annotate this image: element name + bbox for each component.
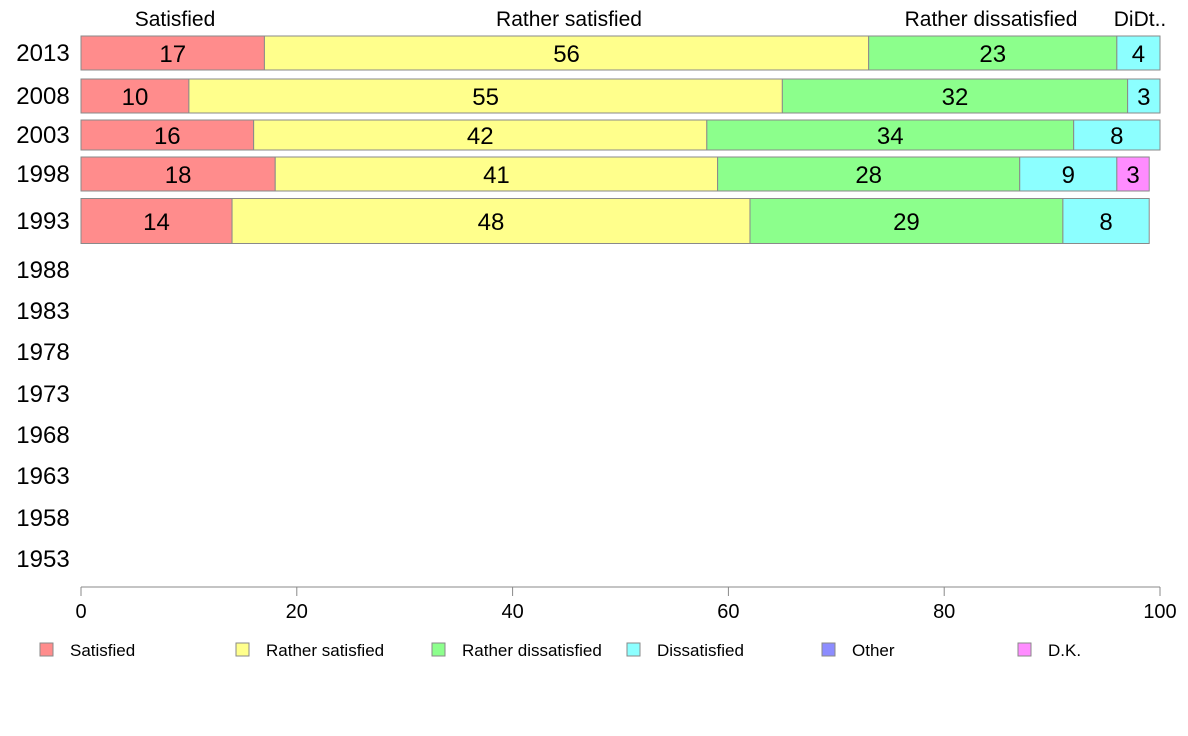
bar-segment: [80, 78, 190, 114]
y-axis-labels: 2013 2008 2003 1998 1993 1988 1983 1978 1973 1968…: [16, 40, 69, 573]
bar-segment: [80, 119, 255, 151]
top-labels: Satisfied Rather satisfied Rather dissatis…: [135, 8, 1167, 31]
legend-swatch: [1017, 642, 1032, 657]
bar-value-label: 55: [472, 84, 499, 111]
bar-value-label: 14: [143, 209, 170, 236]
bar-value-label: 8: [1110, 123, 1123, 150]
legend-label: Rather dissatisfied: [462, 641, 602, 660]
y-tick-label: 1993: [16, 208, 69, 235]
bar-value-label: 17: [159, 41, 186, 68]
bar-segment: [1116, 156, 1150, 192]
x-tick-label: 40: [501, 601, 523, 623]
y-tick-label: 1958: [16, 505, 69, 532]
y-tick-label: 1968: [16, 422, 69, 449]
x-axis: 0 20 40 60 80 100: [75, 586, 1177, 623]
bar-segment: [253, 119, 708, 151]
bars: [80, 35, 1161, 244]
bar-segment: [1073, 119, 1161, 151]
bar-value-label: 10: [122, 84, 149, 111]
bar-segment: [80, 35, 265, 71]
bar-value-label: 32: [942, 84, 969, 111]
bar-segment: [1116, 35, 1161, 71]
y-tick-label: 1963: [16, 463, 69, 490]
legend-label: Other: [852, 641, 895, 660]
bar-segment: [188, 78, 783, 114]
legend-swatch: [39, 642, 54, 657]
top-label: DiDt..: [1114, 8, 1167, 31]
bar-value-label: 56: [553, 41, 580, 68]
y-tick-label: 1983: [16, 298, 69, 325]
legend-swatch: [626, 642, 641, 657]
y-tick-label: 1998: [16, 161, 69, 188]
legend-label: D.K.: [1048, 641, 1081, 660]
bar-value-label: 42: [467, 123, 494, 150]
bar-segment: [80, 198, 233, 244]
y-tick-label: 1973: [16, 381, 69, 408]
bar-value-label: 3: [1126, 162, 1139, 189]
y-tick-label: 1978: [16, 339, 69, 366]
legend-label: Rather satisfied: [266, 641, 384, 660]
y-tick-label: 2008: [16, 83, 69, 110]
bar-value-label: 3: [1137, 84, 1150, 111]
x-tick-label: 0: [75, 601, 86, 623]
bar-labels: 17 56 23 4 10 55 32 3 16 42 34 8 18 41 28 9 3 14 48 29 8: [122, 41, 1151, 236]
bar-value-label: 16: [154, 123, 181, 150]
y-tick-label: 1988: [16, 257, 69, 284]
legend-swatch: [235, 642, 250, 657]
bar-segment: [263, 35, 870, 71]
bar-segment: [80, 156, 276, 192]
bar-value-label: 41: [483, 162, 510, 189]
bar-value-label: 23: [979, 41, 1006, 68]
bar-segment: [1019, 156, 1118, 192]
y-tick-label: 2013: [16, 40, 69, 67]
bar-value-label: 4: [1132, 41, 1145, 68]
bar-value-label: 29: [893, 209, 920, 236]
bar-value-label: 34: [877, 123, 904, 150]
bar-segment: [274, 156, 719, 192]
x-tick-label: 100: [1143, 601, 1176, 623]
legend: Satisfied Rather satisfied Rather dissatis…: [39, 641, 1081, 660]
x-tick-label: 20: [286, 601, 308, 623]
bar-value-label: 48: [478, 209, 505, 236]
y-tick-label: 2003: [16, 122, 69, 149]
y-tick-label: 1953: [16, 546, 69, 573]
legend-swatch: [821, 642, 836, 657]
bar-value-label: 9: [1062, 162, 1075, 189]
x-tick-label: 60: [717, 601, 739, 623]
legend-label: Dissatisfied: [657, 641, 744, 660]
legend-label: Satisfied: [70, 641, 135, 660]
top-label: Rather dissatisfied: [905, 8, 1078, 31]
top-label: Rather satisfied: [496, 8, 642, 31]
bar-segment: [749, 198, 1064, 244]
bar-segment: [868, 35, 1118, 71]
bar-segment: [1127, 78, 1161, 114]
x-tick-label: 80: [933, 601, 955, 623]
bar-value-label: 28: [855, 162, 882, 189]
bar-segment: [1062, 198, 1150, 244]
bar-segment: [781, 78, 1129, 114]
legend-swatch: [431, 642, 446, 657]
bar-value-label: 8: [1099, 209, 1112, 236]
top-label: Satisfied: [135, 8, 216, 31]
bar-segment: [231, 198, 751, 244]
bar-value-label: 18: [165, 162, 192, 189]
